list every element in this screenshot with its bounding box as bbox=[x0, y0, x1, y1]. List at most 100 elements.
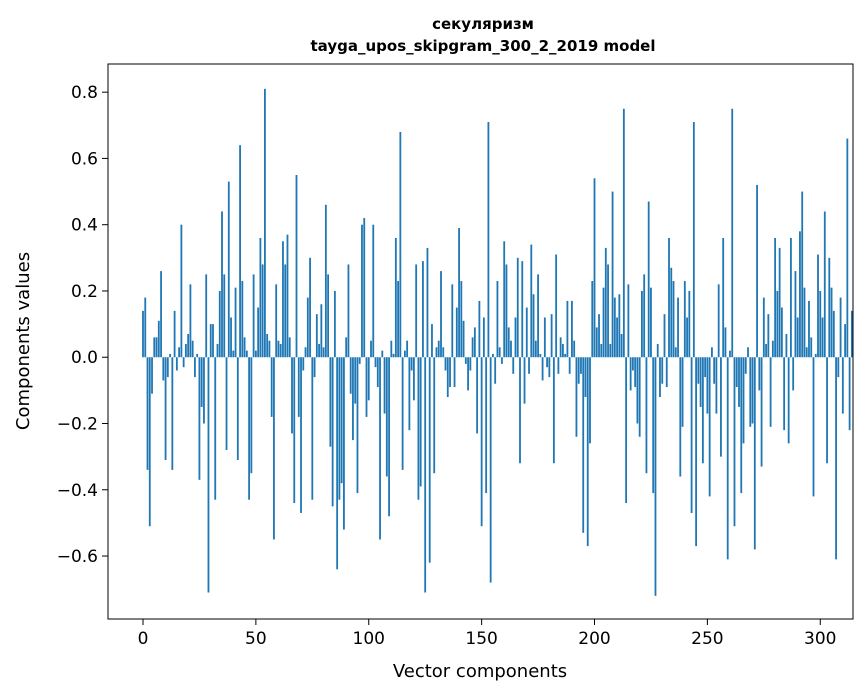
bar-66 bbox=[291, 357, 293, 434]
bar-175 bbox=[537, 274, 539, 358]
bar-141 bbox=[460, 281, 463, 358]
bar-272 bbox=[756, 184, 758, 358]
bar-7 bbox=[157, 320, 160, 358]
bar-162 bbox=[507, 327, 510, 358]
bar-136 bbox=[449, 357, 451, 388]
bar-298 bbox=[814, 353, 817, 358]
y-tick-label: 0.2 bbox=[71, 282, 98, 302]
bar-53 bbox=[261, 264, 264, 358]
bar-184 bbox=[557, 357, 560, 374]
bar-150 bbox=[480, 357, 483, 527]
bar-232 bbox=[665, 357, 668, 388]
bar-231 bbox=[663, 314, 666, 358]
bar-297 bbox=[812, 357, 815, 497]
bar-85 bbox=[333, 290, 336, 358]
bar-218 bbox=[634, 357, 637, 388]
bar-69 bbox=[297, 357, 300, 417]
bar-43 bbox=[239, 145, 241, 358]
bar-247 bbox=[699, 357, 702, 407]
bar-111 bbox=[392, 353, 395, 358]
bar-273 bbox=[758, 357, 761, 391]
bar-255 bbox=[717, 284, 720, 358]
bar-244 bbox=[692, 121, 695, 358]
bar-21 bbox=[189, 284, 192, 358]
bar-178 bbox=[543, 317, 546, 358]
bar-88 bbox=[340, 357, 343, 484]
y-axis-label: Components values bbox=[13, 252, 34, 430]
bar-148 bbox=[476, 357, 479, 434]
bar-258 bbox=[724, 327, 727, 358]
bar-237 bbox=[677, 297, 679, 358]
bar-91 bbox=[347, 264, 350, 358]
bar-105 bbox=[379, 357, 381, 540]
bar-276 bbox=[765, 343, 767, 358]
bar-96 bbox=[358, 357, 361, 364]
bar-73 bbox=[306, 297, 309, 358]
bar-5 bbox=[153, 337, 156, 358]
bar-101 bbox=[370, 340, 372, 358]
bar-158 bbox=[498, 347, 501, 358]
bar-119 bbox=[410, 357, 413, 371]
bar-75 bbox=[311, 357, 314, 500]
bar-164 bbox=[512, 357, 515, 374]
bar-104 bbox=[376, 357, 379, 388]
bar-108 bbox=[385, 357, 388, 477]
bar-16 bbox=[178, 347, 181, 358]
bar-23 bbox=[194, 357, 196, 378]
bar-288 bbox=[792, 357, 795, 391]
bar-103 bbox=[374, 357, 377, 368]
bar-140 bbox=[458, 228, 460, 358]
bar-94 bbox=[354, 357, 357, 404]
bar-295 bbox=[808, 300, 810, 358]
bar-222 bbox=[643, 274, 646, 358]
bar-32 bbox=[214, 357, 217, 500]
bar-185 bbox=[559, 337, 562, 358]
bar-59 bbox=[275, 284, 278, 358]
bar-263 bbox=[735, 357, 738, 388]
bar-139 bbox=[455, 307, 458, 358]
bar-125 bbox=[424, 357, 427, 593]
bar-12 bbox=[169, 353, 171, 358]
bar-61 bbox=[279, 343, 282, 358]
bar-102 bbox=[372, 224, 375, 358]
bar-249 bbox=[704, 357, 707, 378]
bar-194 bbox=[580, 357, 582, 374]
bar-179 bbox=[546, 357, 549, 368]
bar-290 bbox=[796, 317, 799, 358]
bar-285 bbox=[785, 334, 788, 358]
bar-294 bbox=[805, 347, 808, 358]
bar-195 bbox=[582, 357, 585, 533]
bar-80 bbox=[322, 347, 325, 358]
bar-124 bbox=[422, 261, 424, 358]
bar-138 bbox=[453, 357, 456, 388]
bar-113 bbox=[397, 281, 400, 358]
bar-293 bbox=[803, 287, 806, 358]
bar-278 bbox=[769, 357, 772, 427]
bar-186 bbox=[562, 343, 564, 358]
bar-176 bbox=[539, 353, 542, 358]
bar-36 bbox=[223, 274, 226, 358]
bar-126 bbox=[426, 247, 429, 358]
bar-13 bbox=[171, 357, 174, 470]
bar-115 bbox=[401, 357, 404, 470]
bar-47 bbox=[248, 357, 251, 500]
bar-19 bbox=[184, 343, 187, 358]
bar-251 bbox=[708, 357, 711, 497]
x-axis-label: Vector components bbox=[393, 661, 567, 682]
bar-283 bbox=[780, 307, 783, 358]
bar-224 bbox=[647, 201, 650, 358]
bar-279 bbox=[771, 340, 774, 358]
bar-310 bbox=[841, 357, 844, 414]
bar-30 bbox=[209, 324, 212, 358]
bar-123 bbox=[419, 357, 422, 487]
bar-229 bbox=[659, 357, 661, 397]
bar-1 bbox=[144, 297, 147, 358]
y-tick-label: 0.4 bbox=[71, 216, 98, 236]
bar-56 bbox=[268, 340, 271, 358]
bar-233 bbox=[668, 237, 670, 358]
bar-142 bbox=[462, 320, 465, 358]
bar-299 bbox=[817, 254, 819, 358]
bar-192 bbox=[575, 357, 578, 437]
bar-214 bbox=[625, 357, 628, 504]
bar-301 bbox=[821, 317, 824, 358]
